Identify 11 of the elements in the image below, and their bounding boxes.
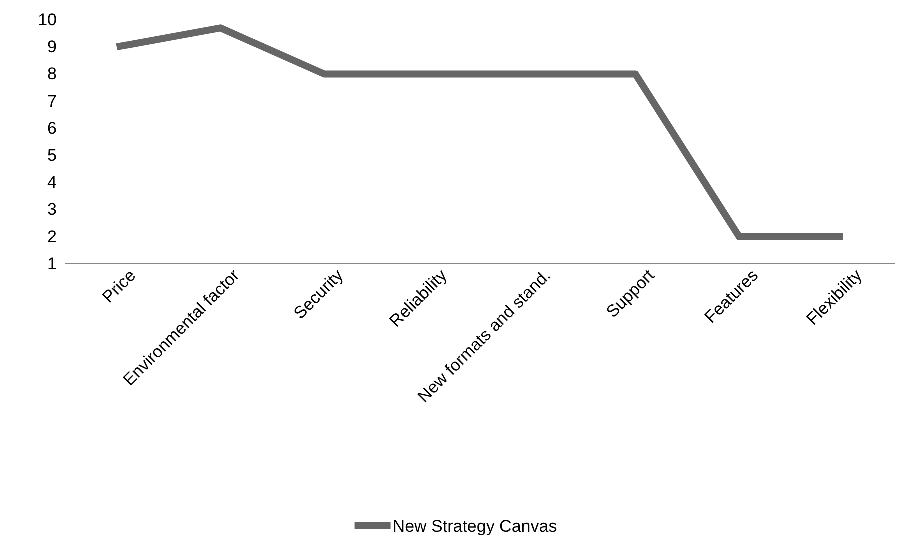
y-tick-label: 4 bbox=[48, 173, 57, 192]
y-tick-label: 3 bbox=[48, 200, 57, 220]
legend-label: New Strategy Canvas bbox=[392, 517, 558, 536]
y-tick-label: 9 bbox=[48, 38, 57, 57]
y-tick-label: 5 bbox=[48, 146, 57, 165]
y-tick-label: 10 bbox=[38, 10, 57, 30]
y-tick-label: 7 bbox=[48, 92, 57, 111]
y-tick-label: 1 bbox=[48, 254, 57, 274]
y-tick-label: 6 bbox=[48, 118, 57, 138]
y-tick-label: 8 bbox=[48, 64, 57, 84]
y-tick-label: 2 bbox=[48, 227, 57, 246]
